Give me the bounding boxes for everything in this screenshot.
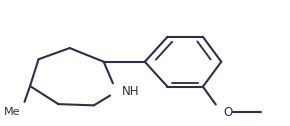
Text: NH: NH bbox=[122, 85, 139, 98]
Text: O: O bbox=[224, 106, 233, 119]
Text: Me: Me bbox=[3, 107, 20, 117]
